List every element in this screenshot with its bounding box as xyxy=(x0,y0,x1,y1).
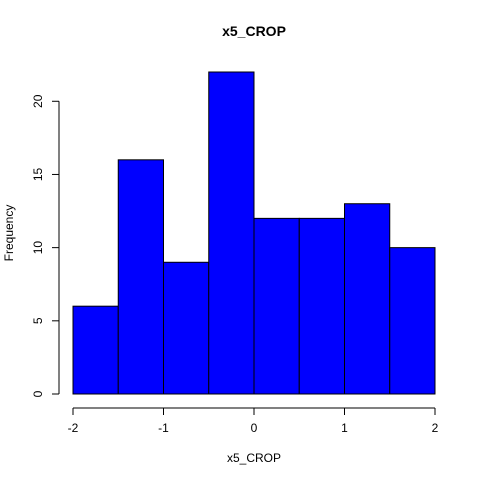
x-axis: -2 -1 0 1 2 xyxy=(68,407,439,435)
histogram-bar-7 xyxy=(344,203,391,395)
histogram-bar-5 xyxy=(253,217,300,395)
histogram-bar-1 xyxy=(72,305,119,395)
y-axis: 0 5 10 15 20 xyxy=(31,94,60,397)
y-tick-label: 20 xyxy=(31,94,45,108)
x-tick-label: 0 xyxy=(251,421,258,435)
y-tick-label: 10 xyxy=(31,241,45,255)
x-tick-label: -1 xyxy=(158,421,169,435)
histogram-bar-4 xyxy=(208,71,255,395)
chart-title: x5_CROP xyxy=(222,23,286,39)
histogram-bar-3 xyxy=(163,261,210,395)
y-tick-label: 5 xyxy=(31,317,45,324)
y-tick-label: 0 xyxy=(31,390,45,397)
x-axis-label: x5_CROP xyxy=(227,451,281,465)
y-axis-label: Frequency xyxy=(2,205,16,262)
bars-group xyxy=(72,71,436,395)
y-tick-label: 15 xyxy=(31,167,45,181)
histogram-bar-6 xyxy=(298,217,345,395)
histogram-bar-2 xyxy=(117,159,164,395)
x-tick-label: 2 xyxy=(432,421,439,435)
histogram-bar-8 xyxy=(389,247,436,395)
x-tick-label: -2 xyxy=(68,421,79,435)
x-tick-label: 1 xyxy=(341,421,348,435)
